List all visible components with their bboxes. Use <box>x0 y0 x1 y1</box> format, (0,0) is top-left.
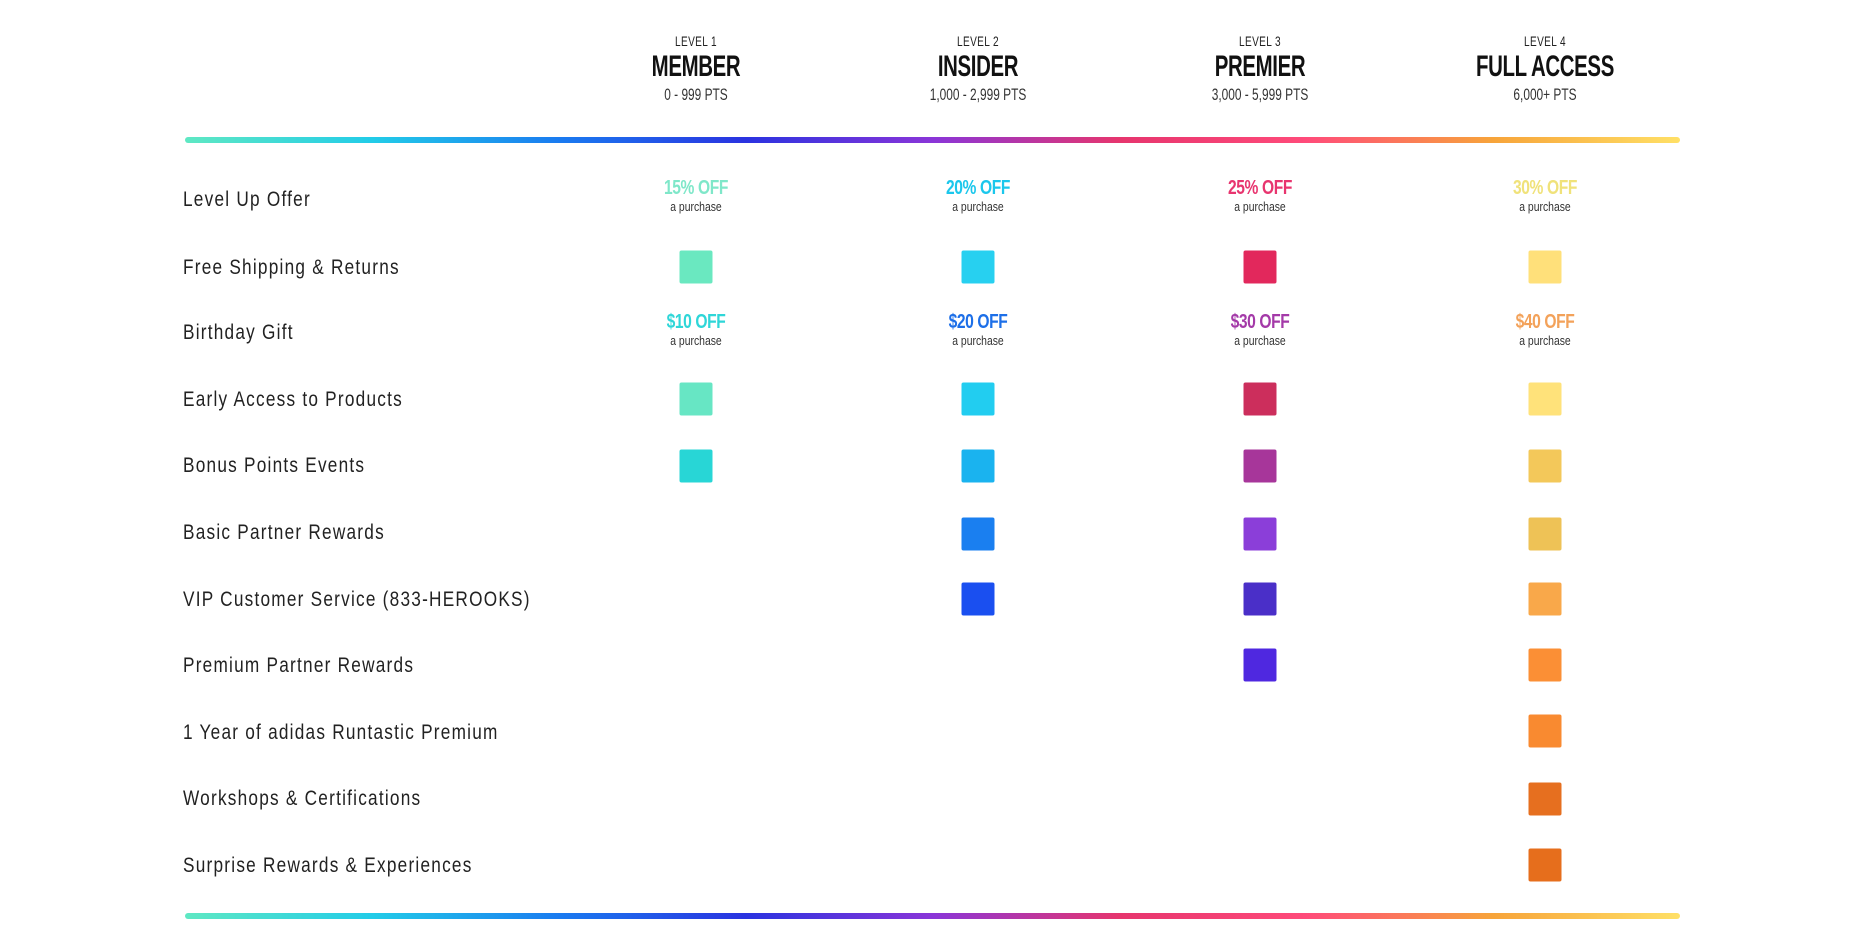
included-check-icon <box>961 582 995 616</box>
offer-subtext: a purchase <box>952 333 1004 348</box>
benefit-label-level-up-offer: Level Up Offer <box>183 188 311 211</box>
included-check-icon <box>1528 250 1562 284</box>
birthday-offer-insider: $20 OFF a purchase <box>888 311 1068 349</box>
benefit-label-premium-partner: Premium Partner Rewards <box>183 654 415 677</box>
level-points: 1,000 - 2,999 PTS <box>929 85 1027 104</box>
included-check-icon <box>1243 382 1277 416</box>
level-number: LEVEL 1 <box>675 33 717 49</box>
level-number: LEVEL 2 <box>957 33 999 49</box>
included-check-icon <box>961 517 995 551</box>
offer-subtext: a purchase <box>952 199 1004 214</box>
level-name: MEMBER <box>651 50 741 83</box>
included-check-icon <box>961 250 995 284</box>
offer-amount: $30 OFF <box>1230 311 1290 333</box>
birthday-offer-member: $10 OFF a purchase <box>606 311 786 349</box>
offer-subtext: a purchase <box>1519 199 1571 214</box>
benefit-label-runtastic: 1 Year of adidas Runtastic Premium <box>183 721 499 744</box>
gradient-divider-bottom <box>185 913 1680 919</box>
included-check-icon <box>1528 382 1562 416</box>
level-header-full-access: LEVEL 4 FULL ACCESS 6,000+ PTS <box>1385 32 1705 106</box>
included-check-icon <box>1528 582 1562 616</box>
birthday-offer-premier: $30 OFF a purchase <box>1170 311 1350 349</box>
included-check-icon <box>1243 250 1277 284</box>
included-check-icon <box>961 449 995 483</box>
offer-amount: 30% OFF <box>1512 177 1578 199</box>
included-check-icon <box>1243 648 1277 682</box>
level-header-insider: LEVEL 2 INSIDER 1,000 - 2,999 PTS <box>818 32 1138 106</box>
included-check-icon <box>1528 517 1562 551</box>
level-up-offer-premier: 25% OFF a purchase <box>1170 177 1350 215</box>
included-check-icon <box>1528 449 1562 483</box>
offer-amount: 15% OFF <box>663 177 729 199</box>
gradient-divider-top <box>185 137 1680 143</box>
included-check-icon <box>679 250 713 284</box>
level-number: LEVEL 3 <box>1239 33 1281 49</box>
offer-amount: $10 OFF <box>666 311 726 333</box>
offer-amount: 20% OFF <box>945 177 1011 199</box>
level-name: INSIDER <box>937 50 1019 83</box>
offer-subtext: a purchase <box>1234 333 1286 348</box>
level-up-offer-insider: 20% OFF a purchase <box>888 177 1068 215</box>
offer-amount: 25% OFF <box>1227 177 1293 199</box>
birthday-offer-full-access: $40 OFF a purchase <box>1455 311 1635 349</box>
included-check-icon <box>1528 848 1562 882</box>
included-check-icon <box>1528 648 1562 682</box>
level-name: PREMIER <box>1214 50 1306 83</box>
benefit-label-free-shipping: Free Shipping & Returns <box>183 256 400 279</box>
level-number: LEVEL 4 <box>1524 33 1566 49</box>
included-check-icon <box>1243 517 1277 551</box>
offer-subtext: a purchase <box>1519 333 1571 348</box>
level-points: 3,000 - 5,999 PTS <box>1211 85 1309 104</box>
included-check-icon <box>679 382 713 416</box>
benefit-label-basic-partner: Basic Partner Rewards <box>183 521 385 544</box>
benefit-label-bonus-points: Bonus Points Events <box>183 454 366 477</box>
offer-amount: $40 OFF <box>1515 311 1575 333</box>
included-check-icon <box>1243 449 1277 483</box>
offer-subtext: a purchase <box>1234 199 1286 214</box>
benefit-label-surprise-rewards: Surprise Rewards & Experiences <box>183 854 473 877</box>
level-up-offer-member: 15% OFF a purchase <box>606 177 786 215</box>
offer-subtext: a purchase <box>670 199 722 214</box>
included-check-icon <box>1528 782 1562 816</box>
included-check-icon <box>1243 582 1277 616</box>
level-points: 6,000+ PTS <box>1513 85 1577 104</box>
level-name: FULL ACCESS <box>1476 50 1614 83</box>
benefit-label-vip-service: VIP Customer Service (833-HEROOKS) <box>183 588 531 611</box>
benefit-label-birthday-gift: Birthday Gift <box>183 321 294 344</box>
included-check-icon <box>1528 714 1562 748</box>
level-points: 0 - 999 PTS <box>664 85 728 104</box>
level-header-premier: LEVEL 3 PREMIER 3,000 - 5,999 PTS <box>1100 32 1420 106</box>
offer-amount: $20 OFF <box>948 311 1008 333</box>
included-check-icon <box>679 449 713 483</box>
included-check-icon <box>961 382 995 416</box>
level-up-offer-full-access: 30% OFF a purchase <box>1455 177 1635 215</box>
offer-subtext: a purchase <box>670 333 722 348</box>
benefit-label-workshops: Workshops & Certifications <box>183 787 422 810</box>
level-header-member: LEVEL 1 MEMBER 0 - 999 PTS <box>536 32 856 106</box>
benefit-label-early-access: Early Access to Products <box>183 388 403 411</box>
